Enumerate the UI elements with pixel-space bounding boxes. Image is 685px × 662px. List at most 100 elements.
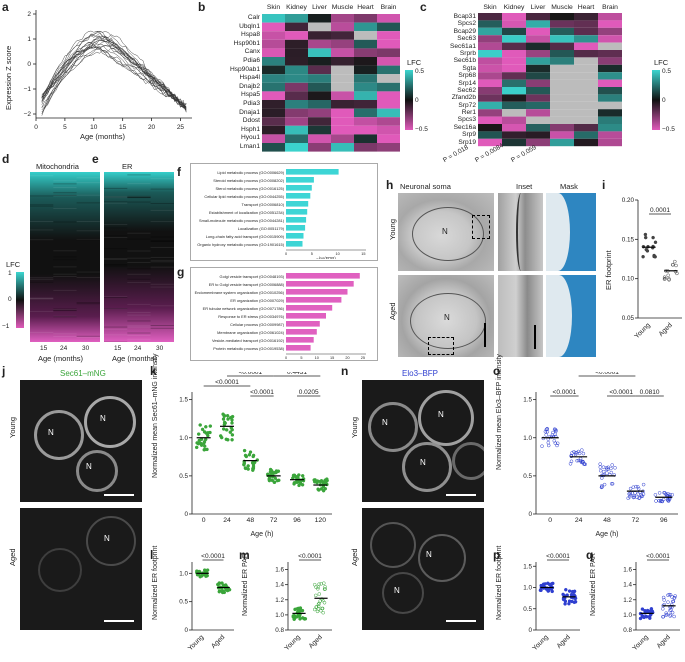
heatmap-cell	[262, 57, 285, 66]
data-point	[200, 427, 205, 432]
heatmap-cell	[331, 108, 354, 118]
heatmap-cell	[526, 124, 550, 132]
inset-box	[428, 337, 454, 355]
heatmap-cell	[550, 101, 574, 110]
row-label: Young	[350, 417, 359, 438]
nucleus-label: N	[442, 227, 448, 236]
nucleus-label: N	[86, 462, 92, 471]
heatmap-cell	[502, 42, 526, 50]
data-point	[662, 277, 667, 281]
data-point	[662, 598, 666, 602]
data-point	[247, 453, 252, 457]
data-point	[312, 607, 317, 612]
go-term-label: Vesicle-mediated transport (GO:0016192)	[212, 338, 285, 343]
heatmap-cell	[574, 101, 598, 110]
cell	[418, 390, 474, 446]
heatmap-cell	[308, 134, 331, 143]
cell	[370, 522, 416, 568]
heatmap-cell	[598, 57, 622, 65]
heatmap-cell	[308, 39, 331, 49]
data-point	[296, 614, 301, 618]
heatmap-cell	[285, 134, 308, 143]
y-tick-label: 1.0	[623, 612, 632, 619]
data-point	[580, 448, 584, 452]
data-point	[546, 443, 551, 448]
lfc-colorbar	[652, 70, 660, 130]
gene-label: Pdia3	[243, 99, 260, 107]
heatmap-cell	[354, 82, 377, 92]
heatmap-cell	[502, 20, 526, 28]
p-value-label: <0.0001	[298, 553, 322, 560]
heatmap-cell	[308, 74, 331, 83]
enrichment-bar	[286, 241, 303, 247]
gene-label: Canx	[244, 48, 260, 56]
heatmap-row	[30, 297, 54, 299]
y-tick-label: 0	[184, 511, 188, 518]
heatmap-row	[53, 289, 77, 291]
data-point	[251, 466, 255, 471]
nucleus-label: N	[426, 550, 432, 559]
heatmap-cell	[550, 57, 574, 65]
heatmap-cell	[331, 39, 354, 49]
x-tick-label: 20	[148, 124, 156, 131]
heatmap-row	[127, 196, 151, 198]
heatmap-cell	[285, 143, 308, 152]
heatmap-row	[53, 192, 77, 194]
heatmap-row	[53, 250, 77, 252]
heatmap-row	[104, 264, 128, 266]
data-point	[640, 607, 645, 611]
data-point	[540, 444, 544, 448]
heatmap-cell	[377, 100, 400, 109]
heatmap-cell	[262, 91, 285, 100]
heatmap-row	[150, 221, 174, 223]
x-tick-label: 10	[335, 252, 339, 256]
x-tick-label: 5	[63, 124, 67, 131]
heatmap-cell	[285, 82, 308, 92]
heatmap-cell	[262, 48, 285, 57]
tissue-label: Skin	[266, 4, 281, 11]
x-tick-label: Young	[283, 634, 302, 653]
row-label: Young	[8, 417, 17, 438]
heatmap-cell	[574, 13, 598, 21]
nucleus-label: N	[394, 586, 400, 595]
cell	[38, 548, 82, 592]
heatmap-row	[104, 236, 128, 238]
heatmap-cell	[598, 50, 622, 58]
expression-trajectory	[41, 30, 187, 109]
data-point	[609, 466, 613, 471]
data-point	[250, 461, 255, 465]
heatmap-cell	[478, 131, 502, 139]
data-point	[571, 590, 576, 594]
heatmap-cell	[574, 116, 598, 124]
gene-label: Srp68	[458, 72, 476, 80]
tissue-label: Liver	[312, 4, 327, 11]
data-point	[230, 421, 234, 425]
heatmap-row	[104, 201, 128, 203]
tissue-label: Heart	[357, 4, 374, 11]
panel-f-box	[190, 163, 378, 261]
gene-label: Sec63	[457, 35, 476, 43]
data-point	[671, 599, 675, 604]
data-point	[551, 430, 555, 435]
cell	[382, 572, 424, 614]
heatmap-row	[30, 298, 54, 300]
panel-k-ylabel: Normalized mean Sec61–mNG intensity	[152, 353, 159, 479]
heatmap-row	[76, 221, 100, 223]
enrichment-bar	[286, 185, 312, 191]
heatmap-cell	[354, 100, 377, 109]
heatmap-cell	[308, 100, 331, 109]
heatmap-cell	[308, 117, 331, 126]
heatmap-row	[127, 278, 151, 280]
heatmap-cell	[285, 100, 308, 109]
y-tick-label: 0.20	[622, 197, 635, 204]
data-point	[638, 616, 643, 621]
heatmap-row	[150, 286, 174, 288]
heatmap-cell	[598, 94, 622, 102]
data-point	[227, 587, 232, 592]
enrichment-bar	[286, 313, 326, 319]
gene-label: Dnaja1	[239, 108, 260, 116]
lfc-colorbar	[405, 70, 413, 130]
data-point	[580, 459, 585, 464]
gene-label: Rer1	[461, 109, 476, 117]
em-aged-inset	[498, 275, 543, 357]
